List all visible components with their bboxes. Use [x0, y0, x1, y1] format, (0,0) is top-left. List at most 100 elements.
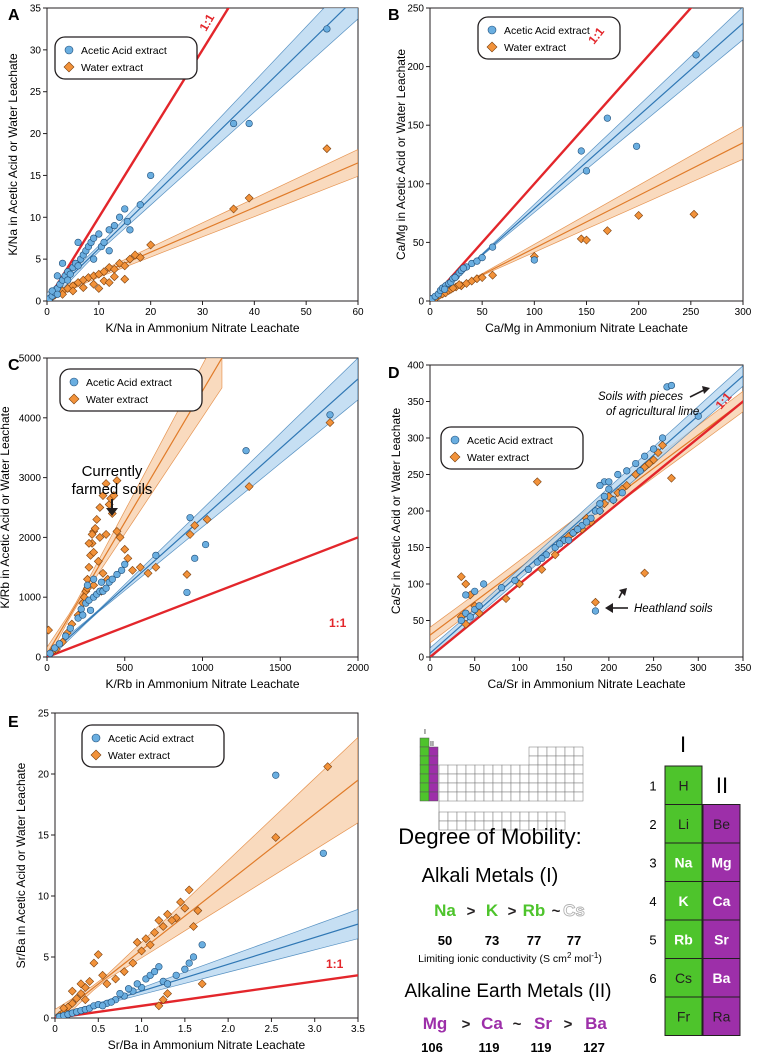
- water-point: [454, 280, 464, 290]
- mobility-title: Degree of Mobility:: [398, 824, 581, 849]
- acid-point: [596, 481, 604, 490]
- water-point: [137, 946, 146, 956]
- mini-cell: [419, 737, 430, 748]
- label-part: Limiting ionic conductivity (S cm: [418, 953, 567, 965]
- water-point: [84, 562, 94, 572]
- acid-point: [115, 213, 124, 221]
- water-point: [154, 915, 164, 925]
- acid-point: [185, 959, 193, 967]
- acid-point: [565, 536, 573, 544]
- y-tick-label: 50: [413, 616, 425, 627]
- water-point: [98, 970, 108, 980]
- annotation-farmed-soils: Currently farmed soils: [72, 463, 153, 498]
- x-tick-label: 1.5: [178, 1024, 192, 1035]
- y-tick-label: 400: [407, 361, 424, 372]
- mini-cell: [510, 764, 521, 775]
- plot-area: [55, 736, 358, 1018]
- mini-cell: [546, 811, 557, 822]
- alkaline-operator: ~: [513, 1016, 522, 1033]
- alkaline-operator: >: [564, 1016, 573, 1033]
- mini-periodic-table: III: [419, 729, 584, 831]
- alkali-conductivity-value: 50: [438, 933, 452, 948]
- panel-c: 0 500 1000 1500 2000 0 1000 2000 3000 4000 5000 K/R…: [0, 354, 370, 692]
- x-tick-label: 0: [44, 663, 50, 674]
- acid-point: [191, 554, 199, 562]
- mini-cell: [555, 791, 566, 802]
- acid-point: [58, 259, 67, 267]
- acid-point: [110, 222, 118, 230]
- acid-point: [242, 447, 250, 455]
- acid-point: [95, 230, 103, 238]
- acid-point: [186, 514, 194, 522]
- period-number: 1: [649, 778, 656, 793]
- mini-cell: [474, 791, 485, 802]
- mini-cell: [428, 791, 439, 802]
- x-tick-label: 150: [578, 307, 595, 318]
- legend-box: [440, 426, 584, 470]
- water-point: [163, 909, 172, 919]
- element-symbol: Be: [713, 816, 730, 832]
- y-axis-title: K/Rb in Acetic Acid or Water Leachate: [0, 406, 12, 609]
- element-symbol: Na: [675, 854, 693, 870]
- annotation-arrowhead: [106, 508, 118, 516]
- element-symbol: Ba: [713, 970, 731, 986]
- x-tick-label: 30: [197, 307, 209, 318]
- acid-point: [53, 290, 61, 298]
- mini-cell: [465, 782, 476, 793]
- mini-cell: [483, 791, 494, 802]
- water-point: [154, 1001, 164, 1011]
- annotation-arrow: [689, 389, 705, 398]
- label-part: ): [598, 953, 602, 965]
- legend-acid-label: Acetic Acid extract: [467, 435, 553, 447]
- water-point: [128, 565, 137, 575]
- mini-cell: [510, 782, 521, 793]
- water-point: [658, 440, 667, 450]
- mini-cell: [564, 764, 575, 775]
- mini-cell: [456, 764, 467, 775]
- water-point: [501, 594, 511, 604]
- element-symbol: Ca: [713, 893, 731, 909]
- mini-cell: [501, 773, 512, 784]
- x-tick-label: 250: [682, 307, 699, 318]
- water-point: [72, 994, 82, 1003]
- x-tick-label: 200: [630, 307, 647, 318]
- water-point: [202, 515, 212, 524]
- mini-cell: [519, 773, 530, 784]
- acid-point: [582, 518, 591, 526]
- water-point: [182, 570, 192, 579]
- water-point: [323, 762, 333, 772]
- mini-cell: [501, 791, 512, 802]
- acid-point: [272, 771, 280, 779]
- mini-cell: [465, 773, 476, 784]
- one-to-one-line: [430, 8, 693, 301]
- panel-label: C: [8, 357, 20, 374]
- y-tick-label: 15: [38, 831, 50, 842]
- mini-cell: [465, 764, 476, 775]
- mini-cell: [573, 746, 584, 757]
- acid-point: [133, 980, 141, 988]
- water-point: [461, 579, 471, 589]
- water-point: [488, 270, 498, 280]
- mini-cell: [564, 755, 575, 766]
- annotation-line: Currently: [82, 463, 143, 480]
- water-point: [109, 272, 119, 282]
- legend-box: [477, 16, 621, 60]
- acid-point: [113, 570, 121, 579]
- water-point: [101, 529, 111, 539]
- legend-water-label: Water extract: [467, 452, 529, 464]
- water-point: [184, 885, 194, 895]
- acid-point: [459, 264, 467, 272]
- legend: Acetic Acid extract Water extract: [54, 36, 198, 80]
- legend-acid-label: Acetic Acid extract: [81, 45, 167, 57]
- acid-point: [53, 272, 61, 280]
- water-point: [477, 273, 487, 282]
- mini-cell: [501, 782, 512, 793]
- y-tick-label: 0: [43, 1014, 49, 1025]
- x-tick-label: 0: [427, 307, 433, 318]
- panel-label: A: [8, 7, 20, 24]
- legend-water-marker: [68, 393, 80, 405]
- y-tick-label: 25: [38, 709, 50, 720]
- water-point: [94, 284, 104, 293]
- one-to-one-line: [47, 536, 358, 657]
- water-point: [640, 568, 650, 578]
